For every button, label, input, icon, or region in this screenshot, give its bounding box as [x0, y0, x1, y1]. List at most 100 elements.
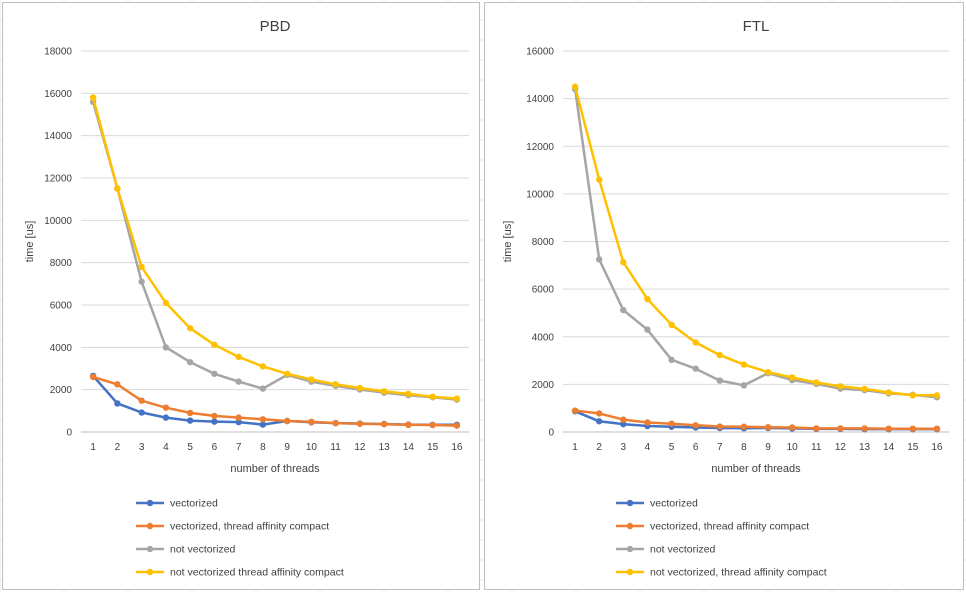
data-point	[668, 321, 675, 329]
data-point	[186, 417, 194, 424]
data-point	[571, 407, 579, 414]
y-tick-label: 12000	[44, 174, 72, 185]
series-line	[91, 97, 457, 400]
x-tick-label: 14	[403, 442, 415, 453]
y-tick-label: 8000	[532, 237, 555, 248]
data-point	[668, 356, 675, 364]
legend-label: not vectorized	[170, 544, 236, 556]
data-point	[332, 419, 339, 427]
data-point	[211, 418, 218, 425]
legend-label: vectorized, thread affinity compact	[650, 521, 809, 533]
data-point	[235, 353, 242, 361]
y-axis-label: time [us]	[502, 221, 514, 263]
data-point	[692, 365, 699, 372]
x-tick-label: 1	[90, 442, 96, 453]
data-point	[716, 423, 724, 430]
data-point	[764, 369, 772, 376]
data-point	[259, 416, 267, 423]
x-tick-label: 14	[883, 442, 895, 453]
data-point	[186, 358, 194, 366]
data-point	[356, 384, 364, 392]
data-point	[788, 424, 796, 431]
x-tick-label: 15	[907, 442, 919, 453]
data-point	[429, 393, 436, 400]
data-point	[89, 94, 97, 101]
x-tick-label: 5	[669, 442, 675, 453]
x-tick-label: 16	[931, 442, 943, 453]
y-tick-label: 4000	[532, 332, 555, 343]
data-point	[380, 388, 388, 395]
data-point	[114, 185, 121, 192]
data-point	[933, 392, 941, 399]
legend-swatch-marker	[626, 545, 634, 553]
data-point	[186, 325, 194, 332]
data-point	[308, 376, 315, 383]
x-axis-label: number of threads	[711, 463, 801, 475]
x-tick-label: 4	[163, 442, 169, 453]
data-point	[211, 341, 218, 348]
data-point	[453, 395, 461, 402]
y-tick-label: 6000	[50, 301, 73, 312]
y-tick-label: 16000	[44, 89, 72, 100]
x-tick-label: 9	[284, 442, 290, 453]
x-tick-label: 3	[621, 442, 627, 453]
data-point	[114, 381, 121, 388]
legend-swatch-marker	[146, 545, 154, 553]
data-point	[620, 420, 627, 428]
legend-label: not vectorized	[650, 544, 716, 556]
data-point	[788, 374, 796, 381]
chart-pbd-plot: PBD 0 2000 4000 6000 8000 10000 12000 14000 16000…	[24, 18, 469, 579]
y-tick-label: 2000	[532, 380, 555, 391]
data-point	[764, 424, 772, 431]
x-tick-label: 3	[139, 442, 145, 453]
data-point	[138, 397, 145, 404]
data-point	[909, 392, 917, 399]
y-tick-label: 2000	[50, 385, 73, 396]
data-point	[837, 425, 844, 432]
data-point	[259, 363, 267, 370]
series-line	[91, 101, 458, 401]
data-point	[620, 416, 627, 423]
x-tick-label: 2	[115, 442, 121, 453]
data-point	[644, 295, 651, 303]
data-point	[186, 409, 194, 417]
data-point	[668, 420, 675, 427]
x-tick-label: 11	[811, 442, 822, 453]
data-point	[692, 339, 699, 346]
y-tick-label: 12000	[526, 142, 554, 153]
data-point	[813, 425, 820, 432]
x-tick-label: 10	[787, 442, 799, 453]
y-tick-label: 0	[548, 428, 554, 439]
x-tick-label: 12	[835, 442, 847, 453]
series-line	[92, 375, 457, 427]
data-point	[571, 83, 579, 90]
x-tick-label: 15	[427, 442, 439, 453]
data-point	[933, 425, 941, 432]
x-tick-label: 13	[379, 442, 391, 453]
chart-ftl[interactable]: FTL 0 2000 4000 6000 8000 10000 12000 14000 16000…	[484, 2, 964, 590]
chart-pbd[interactable]: PBD 0 2000 4000 6000 8000 10000 12000 14000 16000…	[2, 2, 480, 590]
data-point	[162, 299, 170, 307]
legend-swatch-marker	[626, 568, 634, 576]
data-point	[235, 414, 242, 421]
legend-label: not vectorized thread affinity compact	[170, 567, 344, 579]
data-point	[162, 414, 170, 421]
data-point	[620, 306, 627, 314]
data-point	[162, 404, 170, 411]
y-tick-label: 10000	[44, 216, 72, 227]
y-tick-label: 16000	[526, 47, 554, 58]
x-tick-label: 16	[451, 442, 463, 453]
x-tick-label: 13	[859, 442, 871, 453]
legend-swatch-marker	[146, 499, 154, 507]
y-axis-label: time [us]	[24, 221, 36, 263]
data-point	[211, 370, 218, 377]
x-tick-label: 11	[330, 442, 341, 453]
legend-swatch-marker	[626, 499, 634, 507]
data-point	[405, 390, 412, 398]
data-point	[405, 421, 412, 429]
y-tick-label: 14000	[44, 131, 72, 142]
data-point	[332, 381, 339, 388]
x-tick-label: 6	[693, 442, 699, 453]
data-point	[356, 420, 364, 427]
legend-label: not vectorized, thread affinity compact	[650, 567, 827, 579]
